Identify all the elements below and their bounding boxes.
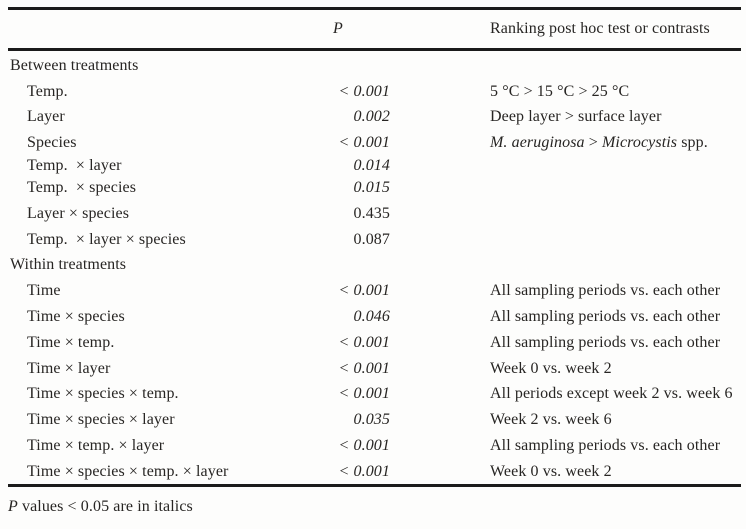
- ranking-value: All sampling periods vs. each other: [490, 308, 721, 326]
- table-row-temp-x-species: Temp. × species 0.015: [0, 175, 746, 201]
- p-value: < 0.001: [338, 359, 390, 377]
- table-rule-top: [8, 7, 741, 10]
- ranking-value: 5 °C > 15 °C > 25 °C: [490, 82, 630, 100]
- section-row-within-treatments: Within treatments: [0, 253, 746, 279]
- footnote-text: values < 0.05 are in italics: [17, 498, 193, 515]
- ranking-value: All sampling periods vs. each other: [490, 333, 721, 351]
- table-row-time: Time < 0.001 All sampling periods vs. ea…: [0, 278, 746, 304]
- ranking-value: Week 0 vs. week 2: [490, 462, 612, 480]
- table-body: Between treatments Temp. < 0.001 5 °C > …: [0, 53, 746, 485]
- row-label: Time × species × layer: [27, 411, 175, 429]
- p-value: 0.087: [353, 230, 390, 248]
- table-rule-header: [8, 48, 741, 51]
- p-value: 0.435: [353, 204, 390, 222]
- p-value: < 0.001: [338, 82, 390, 100]
- ranking-value: All sampling periods vs. each other: [490, 282, 721, 300]
- row-label: Temp. × layer × species: [27, 230, 186, 248]
- footnote-p-italic: P: [8, 498, 18, 515]
- ranking-value: All sampling periods vs. each other: [490, 437, 721, 455]
- table-row-temp: Temp. < 0.001 5 °C > 15 °C > 25 °C: [0, 79, 746, 105]
- row-label: Time × temp.: [27, 333, 115, 351]
- row-label: Time: [27, 282, 61, 300]
- p-value: 0.014: [353, 156, 390, 174]
- p-value: 0.015: [353, 179, 390, 197]
- table-row-temp-x-layer: Temp. × layer 0.014: [0, 156, 746, 175]
- p-value: < 0.001: [338, 134, 390, 152]
- ranking-value: M. aeruginosa > Microcystis spp.: [390, 134, 746, 152]
- row-label: Time × species: [27, 308, 125, 326]
- column-header-p: P: [333, 20, 343, 37]
- table-row-time-x-species: Time × species 0.046 All sampling period…: [0, 304, 746, 330]
- footnote: P values < 0.05 are in italics: [8, 497, 193, 517]
- table-row-time-x-species-x-temp: Time × species × temp. < 0.001 All perio…: [0, 382, 746, 408]
- row-label: Time × species × temp.: [27, 385, 179, 403]
- table-row-time-x-layer: Time × layer < 0.001 Week 0 vs. week 2: [0, 356, 746, 382]
- table-row-species: Species < 0.001 M. aeruginosa > Microcys…: [0, 130, 746, 156]
- table-row-time-x-temp: Time × temp. < 0.001 All sampling period…: [0, 330, 746, 356]
- table-row-time-x-species-x-temp-x-layer: Time × species × temp. × layer < 0.001 W…: [0, 459, 746, 485]
- row-label: Temp. × species: [27, 179, 137, 197]
- p-value: 0.002: [353, 108, 390, 126]
- row-label: Layer × species: [27, 204, 130, 222]
- ranking-tail: spp.: [677, 134, 708, 152]
- p-value: < 0.001: [338, 333, 390, 351]
- ranking-value: All periods except week 2 vs. week 6: [490, 385, 733, 403]
- table-row-layer-x-species: Layer × species 0.435: [0, 201, 746, 227]
- table-row-layer: Layer 0.002 Deep layer > surface layer: [0, 105, 746, 131]
- p-value: < 0.001: [338, 282, 390, 300]
- table-row-time-x-species-x-layer: Time × species × layer 0.035 Week 2 vs. …: [0, 407, 746, 433]
- column-header-ranking: Ranking post hoc test or contrasts: [490, 20, 710, 37]
- row-label: Time × temp. × layer: [27, 437, 165, 455]
- table-rule-bottom: [8, 484, 741, 487]
- p-value: < 0.001: [338, 385, 390, 403]
- ranking-value: Deep layer > surface layer: [490, 108, 662, 126]
- section-label: Within treatments: [10, 256, 127, 274]
- row-label: Layer: [27, 108, 65, 126]
- table-row-temp-x-layer-x-species: Temp. × layer × species 0.087: [0, 227, 746, 253]
- ranking-value: Week 2 vs. week 6: [490, 411, 612, 429]
- species-name-italic: M. aeruginosa: [490, 134, 585, 152]
- p-value: < 0.001: [338, 437, 390, 455]
- p-value: < 0.001: [338, 462, 390, 480]
- row-label: Temp. × layer: [27, 156, 122, 174]
- section-label: Between treatments: [10, 56, 139, 74]
- ranking-value: Week 0 vs. week 2: [490, 359, 612, 377]
- ranking-separator: >: [584, 134, 602, 152]
- row-label: Time × species × temp. × layer: [27, 462, 229, 480]
- row-label: Temp.: [27, 82, 68, 100]
- section-row-between-treatments: Between treatments: [0, 53, 746, 79]
- species-name-italic: Microcystis: [601, 134, 678, 152]
- p-value: 0.046: [353, 308, 390, 326]
- table-row-time-x-temp-x-layer: Time × temp. × layer < 0.001 All samplin…: [0, 433, 746, 459]
- p-value: 0.035: [353, 411, 390, 429]
- row-label: Species: [27, 134, 77, 152]
- row-label: Time × layer: [27, 359, 111, 377]
